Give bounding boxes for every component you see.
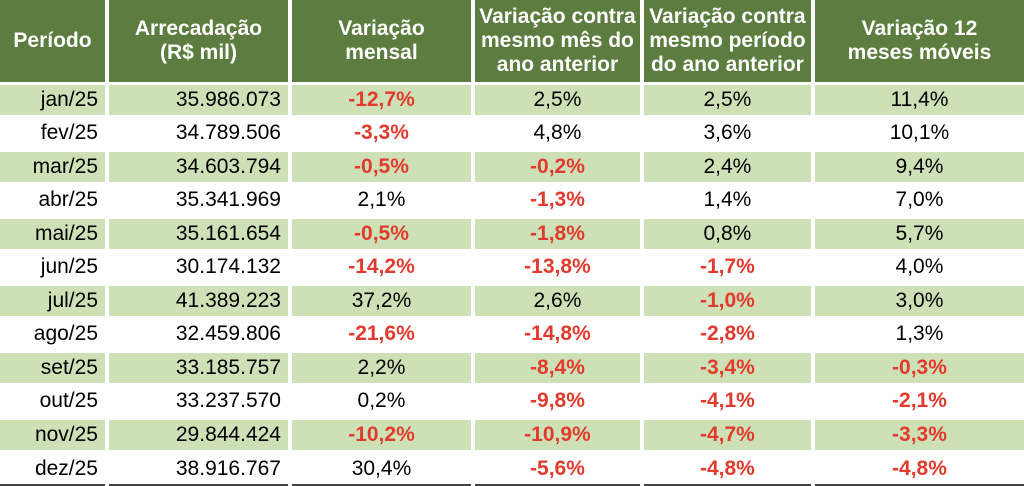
col-header-variacao-mensal: Variação mensal xyxy=(289,0,475,85)
periodo-cell: abr/25 xyxy=(0,183,109,219)
periodo-cell: mai/25 xyxy=(0,217,109,252)
variacao-mensal-cell: -0,5% xyxy=(289,150,475,185)
periodo-cell: set/25 xyxy=(0,351,109,386)
table-row: out/25 33.237.570 0,2% -9,8% -4,1% -2,1% xyxy=(0,384,1024,420)
variacao-periodo-ano-anterior-cell: 3,6% xyxy=(641,116,815,152)
variacao-mes-ano-anterior-cell: -5,6% xyxy=(472,451,644,486)
arrecadacao-cell: 32.459.806 xyxy=(107,317,292,353)
table-row: jul/25 41.389.223 37,2% 2,6% -1,0% 3,0% xyxy=(0,284,1024,319)
periodo-cell: jul/25 xyxy=(0,284,109,319)
variacao-mensal-cell: -21,6% xyxy=(289,317,475,353)
variacao-mes-ano-anterior-cell: 2,5% xyxy=(472,83,644,118)
table-row: jun/25 30.174.132 -14,2% -13,8% -1,7% 4,0% xyxy=(0,250,1024,286)
arrecadacao-cell: 29.844.424 xyxy=(107,418,292,453)
variacao-mes-ano-anterior-cell: -8,4% xyxy=(472,351,644,386)
table-row: nov/25 29.844.424 -10,2% -10,9% -4,7% -3,3% xyxy=(0,418,1024,453)
arrecadacao-cell: 30.174.132 xyxy=(107,250,292,286)
arrecadacao-cell: 35.986.073 xyxy=(107,83,292,118)
variacao-periodo-ano-anterior-cell: -4,1% xyxy=(641,384,815,420)
variacao-12-meses-moveis-cell: 10,1% xyxy=(812,116,1024,152)
table-row: dez/25 38.916.767 30,4% -5,6% -4,8% -4,8% xyxy=(0,451,1024,486)
periodo-cell: dez/25 xyxy=(0,451,109,486)
col-header-variacao-periodo-ano-anterior: Variação contra mesmo período do ano ant… xyxy=(641,0,815,85)
variacao-12-meses-moveis-cell: -2,1% xyxy=(812,384,1024,420)
variacao-mensal-cell: -3,3% xyxy=(289,116,475,152)
variacao-12-meses-moveis-cell: 9,4% xyxy=(812,150,1024,185)
periodo-cell: jan/25 xyxy=(0,83,109,118)
variacao-mes-ano-anterior-cell: -1,8% xyxy=(472,217,644,252)
table-row: mar/25 34.603.794 -0,5% -0,2% 2,4% 9,4% xyxy=(0,150,1024,185)
table-row: set/25 33.185.757 2,2% -8,4% -3,4% -0,3% xyxy=(0,351,1024,386)
arrecadacao-cell: 33.185.757 xyxy=(107,351,292,386)
variacao-mes-ano-anterior-cell: 4,8% xyxy=(472,116,644,152)
variacao-mensal-cell: 2,2% xyxy=(289,351,475,386)
variacao-12-meses-moveis-cell: 7,0% xyxy=(812,183,1024,219)
variacao-periodo-ano-anterior-cell: -1,0% xyxy=(641,284,815,319)
variacao-mensal-cell: -12,7% xyxy=(289,83,475,118)
variacao-12-meses-moveis-cell: 11,4% xyxy=(812,83,1024,118)
periodo-cell: out/25 xyxy=(0,384,109,420)
arrecadacao-cell: 33.237.570 xyxy=(107,384,292,420)
variacao-periodo-ano-anterior-cell: -3,4% xyxy=(641,351,815,386)
variacao-12-meses-moveis-cell: 1,3% xyxy=(812,317,1024,353)
variacao-mensal-cell: -0,5% xyxy=(289,217,475,252)
arrecadacao-cell: 35.161.654 xyxy=(107,217,292,252)
col-header-periodo: Período xyxy=(0,0,109,85)
variacao-mes-ano-anterior-cell: -10,9% xyxy=(472,418,644,453)
table-row: abr/25 35.341.969 2,1% -1,3% 1,4% 7,0% xyxy=(0,183,1024,219)
variacao-periodo-ano-anterior-cell: -4,7% xyxy=(641,418,815,453)
variacao-mensal-cell: 30,4% xyxy=(289,451,475,486)
periodo-cell: nov/25 xyxy=(0,418,109,453)
periodo-cell: mar/25 xyxy=(0,150,109,185)
variacao-12-meses-moveis-cell: -0,3% xyxy=(812,351,1024,386)
variacao-periodo-ano-anterior-cell: -4,8% xyxy=(641,451,815,486)
periodo-cell: jun/25 xyxy=(0,250,109,286)
variacao-mensal-cell: -14,2% xyxy=(289,250,475,286)
arrecadacao-cell: 34.789.506 xyxy=(107,116,292,152)
col-header-variacao-12-meses-moveis: Variação 12 meses móveis xyxy=(812,0,1024,85)
variacao-mensal-cell: 37,2% xyxy=(289,284,475,319)
arrecadacao-cell: 35.341.969 xyxy=(107,183,292,219)
table-row: fev/25 34.789.506 -3,3% 4,8% 3,6% 10,1% xyxy=(0,116,1024,152)
table-body: jan/25 35.986.073 -12,7% 2,5% 2,5% 11,4% fev/2… xyxy=(0,83,1024,486)
header-row: Período Arrecadação (R$ mil) Variação me… xyxy=(0,0,1024,85)
variacao-mes-ano-anterior-cell: -13,8% xyxy=(472,250,644,286)
arrecadacao-cell: 38.916.767 xyxy=(107,451,292,486)
variacao-periodo-ano-anterior-cell: 0,8% xyxy=(641,217,815,252)
variacao-periodo-ano-anterior-cell: 2,4% xyxy=(641,150,815,185)
variacao-periodo-ano-anterior-cell: -1,7% xyxy=(641,250,815,286)
table-row: mai/25 35.161.654 -0,5% -1,8% 0,8% 5,7% xyxy=(0,217,1024,252)
periodo-cell: fev/25 xyxy=(0,116,109,152)
variacao-mes-ano-anterior-cell: -0,2% xyxy=(472,150,644,185)
variacao-12-meses-moveis-cell: 5,7% xyxy=(812,217,1024,252)
periodo-cell: ago/25 xyxy=(0,317,109,353)
variacao-12-meses-moveis-cell: 4,0% xyxy=(812,250,1024,286)
variacao-12-meses-moveis-cell: -4,8% xyxy=(812,451,1024,486)
col-header-arrecadacao: Arrecadação (R$ mil) xyxy=(107,0,292,85)
variacao-periodo-ano-anterior-cell: 2,5% xyxy=(641,83,815,118)
variacao-mes-ano-anterior-cell: 2,6% xyxy=(472,284,644,319)
variacao-periodo-ano-anterior-cell: 1,4% xyxy=(641,183,815,219)
variacao-12-meses-moveis-cell: -3,3% xyxy=(812,418,1024,453)
variacao-mes-ano-anterior-cell: -1,3% xyxy=(472,183,644,219)
table-row: jan/25 35.986.073 -12,7% 2,5% 2,5% 11,4% xyxy=(0,83,1024,118)
variacao-mes-ano-anterior-cell: -9,8% xyxy=(472,384,644,420)
variacao-mensal-cell: 2,1% xyxy=(289,183,475,219)
variacao-12-meses-moveis-cell: 3,0% xyxy=(812,284,1024,319)
variacao-mensal-cell: 0,2% xyxy=(289,384,475,420)
variacao-mensal-cell: -10,2% xyxy=(289,418,475,453)
arrecadacao-cell: 41.389.223 xyxy=(107,284,292,319)
variacao-periodo-ano-anterior-cell: -2,8% xyxy=(641,317,815,353)
arrecadacao-cell: 34.603.794 xyxy=(107,150,292,185)
variacao-mes-ano-anterior-cell: -14,8% xyxy=(472,317,644,353)
table-row: ago/25 32.459.806 -21,6% -14,8% -2,8% 1,3% xyxy=(0,317,1024,353)
col-header-variacao-mes-ano-anterior: Variação contra mesmo mês do ano anterio… xyxy=(472,0,644,85)
